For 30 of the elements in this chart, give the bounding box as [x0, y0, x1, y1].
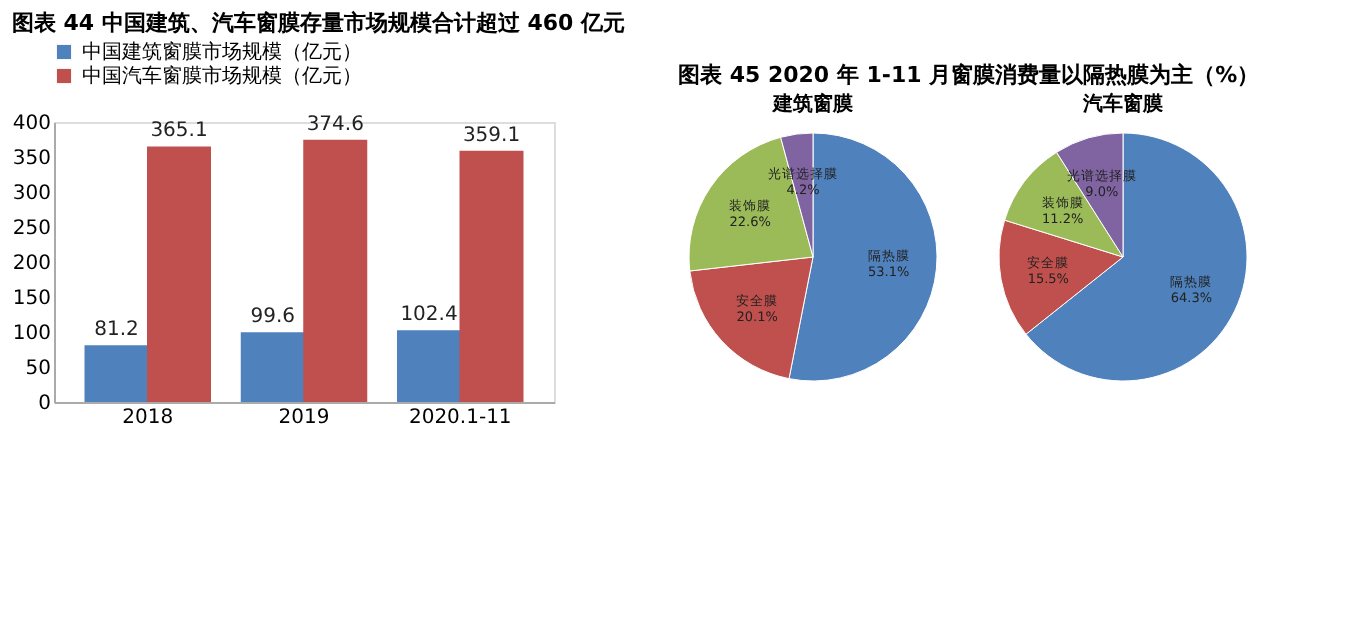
data-label: 359.1: [462, 124, 521, 147]
x-tick-label: 2020.1-11: [408, 407, 512, 429]
y-tick-label: 50: [25, 358, 51, 380]
bar: [84, 345, 149, 402]
bar: [459, 150, 524, 402]
data-label: 102.4: [400, 304, 458, 327]
y-tick-label: 100: [12, 323, 51, 345]
x-tick-label: 2018: [122, 407, 174, 429]
x-tick-label: 2019: [278, 407, 330, 429]
bar: [397, 330, 461, 402]
data-label: 81.2: [94, 319, 139, 342]
y-tick-label: 350: [12, 148, 51, 170]
data-label: 374.6: [306, 113, 364, 136]
y-tick-label: 150: [12, 288, 51, 310]
bar: [147, 146, 211, 402]
data-label: 99.6: [250, 306, 296, 329]
chart-subtitle: 建筑窗膜: [771, 92, 855, 116]
y-tick-label: 0: [38, 393, 51, 415]
y-tick-label: 400: [12, 113, 51, 135]
bar: [303, 139, 368, 402]
y-tick-label: 200: [12, 253, 51, 275]
data-label: 365.1: [150, 120, 208, 143]
chart-title: 汽车窗膜: [1081, 92, 1165, 116]
chart-title: 图表 44 中国建筑、汽车窗膜存量市场规模合计超过 460 亿元: [11, 10, 626, 36]
legend-label: 中国汽车窗膜市场规模（亿元）: [82, 64, 362, 88]
bar: [240, 332, 305, 402]
y-tick-label: 250: [12, 218, 51, 240]
chart-title: 图表 45 2020 年 1-11 月窗膜消费量以隔热膜为主（%）: [678, 62, 1260, 88]
legend-label: 中国建筑窗膜市场规模（亿元）: [82, 40, 362, 64]
y-tick-label: 300: [12, 183, 51, 205]
